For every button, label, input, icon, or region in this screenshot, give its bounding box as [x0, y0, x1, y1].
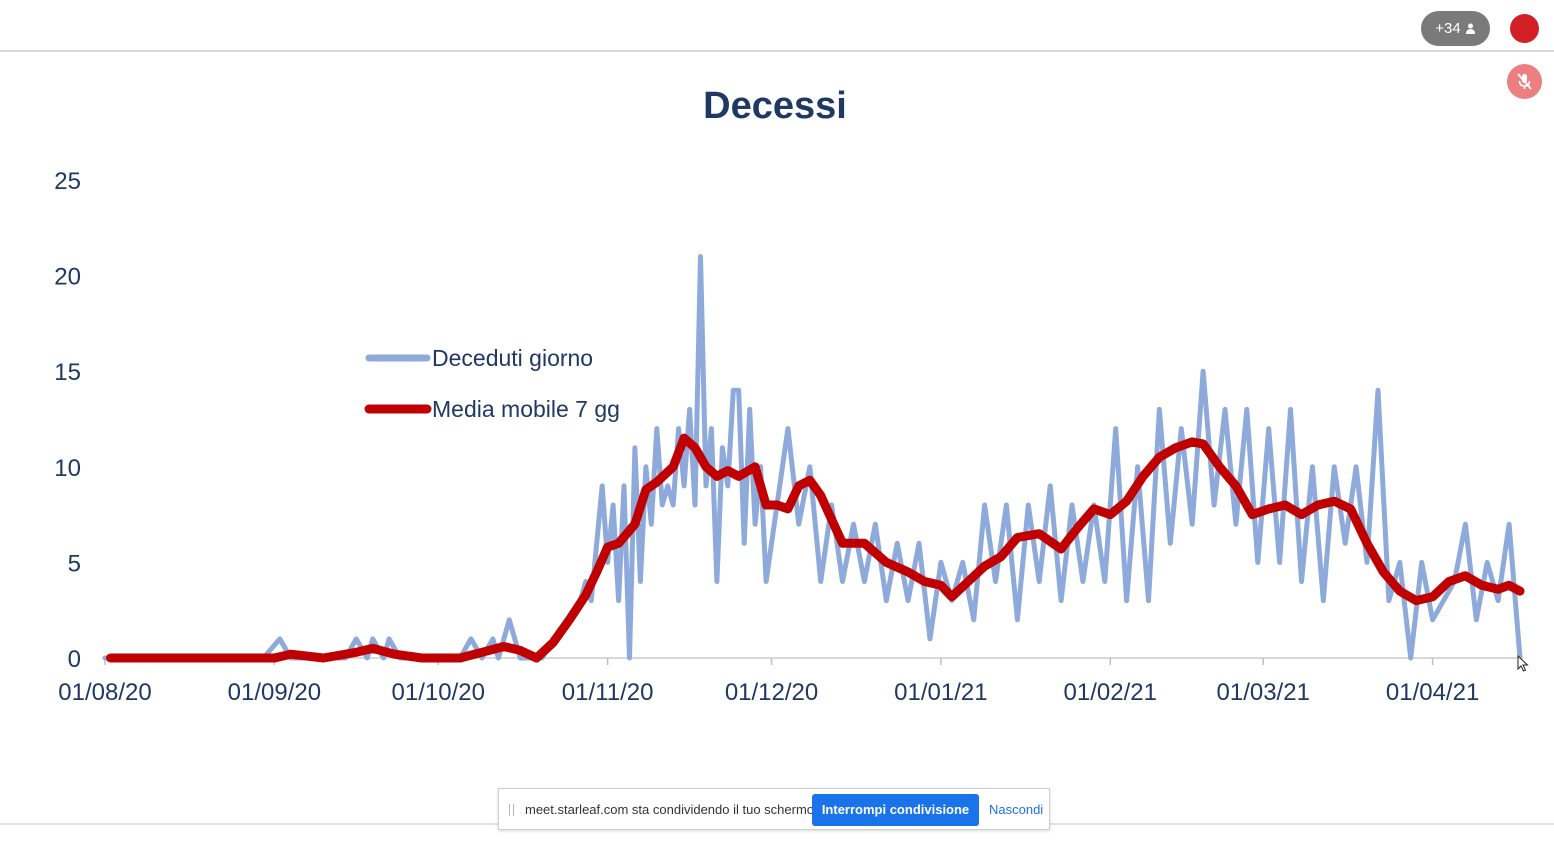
meeting-top-bar: +34: [0, 0, 1554, 52]
x-tick-label: 01/10/20: [392, 679, 485, 706]
participants-count: +34: [1435, 20, 1461, 37]
x-tick-label: 01/01/21: [894, 679, 987, 706]
y-tick-label: 5: [68, 550, 81, 577]
drag-handle-icon[interactable]: [509, 804, 514, 816]
x-tick-label: 01/04/21: [1386, 679, 1479, 706]
x-tick-label: 01/11/20: [562, 679, 654, 706]
decessi-chart: Decessi 0 5 10 15 20 25 01/08/20 01/09/20 01/10…: [54, 85, 1525, 706]
legend-label: Media mobile 7 gg: [432, 396, 620, 422]
chart-title: Decessi: [703, 85, 847, 127]
screen-share-bar: meet.starleaf.com sta condividendo il tu…: [498, 788, 1050, 830]
share-message: meet.starleaf.com sta condividendo il tu…: [525, 802, 818, 817]
stop-sharing-button[interactable]: Interrompi condivisione: [812, 794, 979, 826]
recording-indicator-icon[interactable]: [1510, 14, 1539, 43]
mouse-cursor-icon: [1517, 655, 1529, 672]
x-tick-label: 01/09/20: [228, 679, 321, 706]
hide-link[interactable]: Nascondi: [989, 802, 1044, 817]
y-tick-label: 25: [54, 168, 81, 195]
x-tick-label: 01/08/20: [58, 679, 151, 706]
x-tick-label: 01/12/20: [725, 679, 818, 706]
x-tick-label: 01/03/21: [1217, 679, 1310, 706]
person-icon: [1465, 12, 1476, 47]
y-tick-label: 0: [68, 646, 81, 673]
series-line-media-mobile: [106, 433, 1525, 663]
legend-label: Deceduti giorno: [432, 345, 593, 371]
y-tick-label: 15: [54, 359, 81, 386]
x-tick-label: 01/02/21: [1064, 679, 1157, 706]
series-line-deceduti: [102, 254, 1523, 661]
y-tick-label: 10: [54, 455, 81, 482]
y-tick-label: 20: [54, 264, 81, 291]
mic-muted-icon[interactable]: [1507, 64, 1542, 99]
participants-count-button[interactable]: +34: [1421, 11, 1490, 46]
